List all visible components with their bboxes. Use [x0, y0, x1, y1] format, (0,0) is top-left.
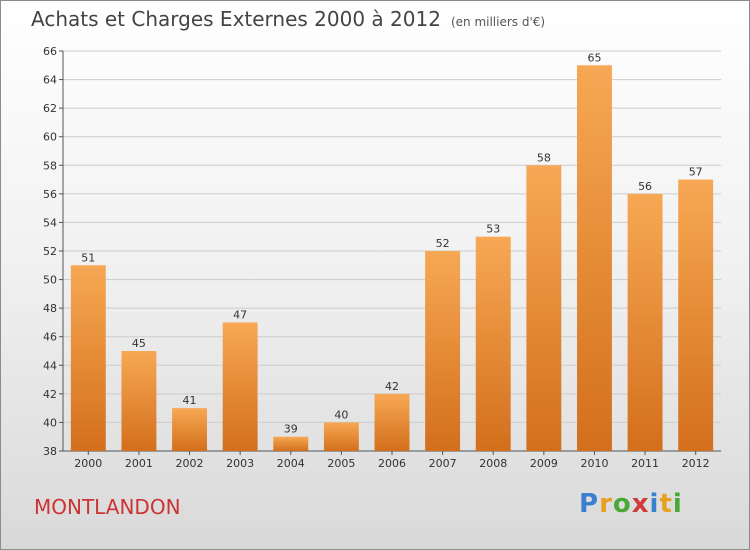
- bar: [678, 179, 714, 452]
- bar-value-label: 65: [587, 51, 601, 64]
- y-tick-label: 66: [43, 45, 57, 58]
- bar: [627, 193, 663, 451]
- bar-value-label: 58: [537, 151, 551, 164]
- y-tick-label: 48: [43, 302, 57, 315]
- logo-letter: t: [659, 489, 673, 519]
- logo-letter: x: [631, 489, 650, 519]
- title-unit: (en milliers d'€): [450, 15, 546, 29]
- x-tick-label: 2010: [580, 457, 608, 470]
- x-tick-label: 2000: [74, 457, 102, 470]
- bar-value-label: 45: [132, 337, 146, 350]
- title-text: Achats et Charges Externes 2000 à 2012: [31, 7, 441, 31]
- logo-letter: P: [579, 489, 600, 519]
- bar-value-label: 39: [284, 423, 298, 436]
- x-tick-label: 2007: [429, 457, 457, 470]
- y-tick-label: 42: [43, 388, 57, 401]
- bar-value-label: 57: [689, 166, 703, 179]
- x-tick-label: 2002: [176, 457, 204, 470]
- y-tick-label: 44: [43, 359, 57, 372]
- x-tick-label: 2005: [327, 457, 355, 470]
- x-tick-label: 2008: [479, 457, 507, 470]
- y-tick-label: 60: [43, 131, 57, 144]
- bar: [475, 236, 511, 451]
- bar-value-label: 42: [385, 380, 399, 393]
- bar: [273, 436, 309, 451]
- bar: [323, 422, 359, 451]
- logo-letter: o: [612, 489, 632, 519]
- x-tick-label: 2012: [682, 457, 710, 470]
- y-tick-label: 64: [43, 74, 57, 87]
- bar-value-label: 47: [233, 308, 247, 321]
- bar-value-label: 40: [334, 408, 348, 421]
- proxiti-logo[interactable]: Proxiti: [579, 489, 683, 519]
- x-tick-label: 2001: [125, 457, 153, 470]
- commune-name: MONTLANDON: [34, 495, 181, 519]
- x-tick-label: 2003: [226, 457, 254, 470]
- bar: [374, 393, 410, 451]
- y-tick-label: 62: [43, 102, 57, 115]
- bar: [526, 165, 562, 452]
- y-tick-label: 54: [43, 216, 57, 229]
- y-tick-label: 56: [43, 188, 57, 201]
- y-tick-label: 50: [43, 274, 57, 287]
- y-tick-label: 40: [43, 416, 57, 429]
- y-tick-label: 52: [43, 245, 57, 258]
- y-tick-label: 38: [43, 445, 57, 458]
- x-tick-label: 2004: [277, 457, 305, 470]
- bar: [172, 408, 208, 451]
- bar-value-label: 51: [81, 251, 95, 264]
- logo-letter: r: [599, 489, 613, 519]
- logo-letter: i: [649, 489, 660, 519]
- bar-value-label: 53: [486, 223, 500, 236]
- bar: [425, 251, 461, 451]
- bar: [70, 265, 106, 451]
- bar-value-label: 41: [183, 394, 197, 407]
- y-tick-label: 46: [43, 331, 57, 344]
- x-tick-label: 2011: [631, 457, 659, 470]
- bar: [121, 351, 157, 451]
- bar: [576, 65, 612, 452]
- bar: [222, 322, 258, 451]
- chart-title: Achats et Charges Externes 2000 à 2012 (e…: [31, 7, 545, 31]
- x-tick-label: 2006: [378, 457, 406, 470]
- logo-letter: i: [672, 489, 683, 519]
- y-tick-label: 58: [43, 159, 57, 172]
- x-tick-label: 2009: [530, 457, 558, 470]
- bar-value-label: 52: [436, 237, 450, 250]
- bar-value-label: 56: [638, 180, 652, 193]
